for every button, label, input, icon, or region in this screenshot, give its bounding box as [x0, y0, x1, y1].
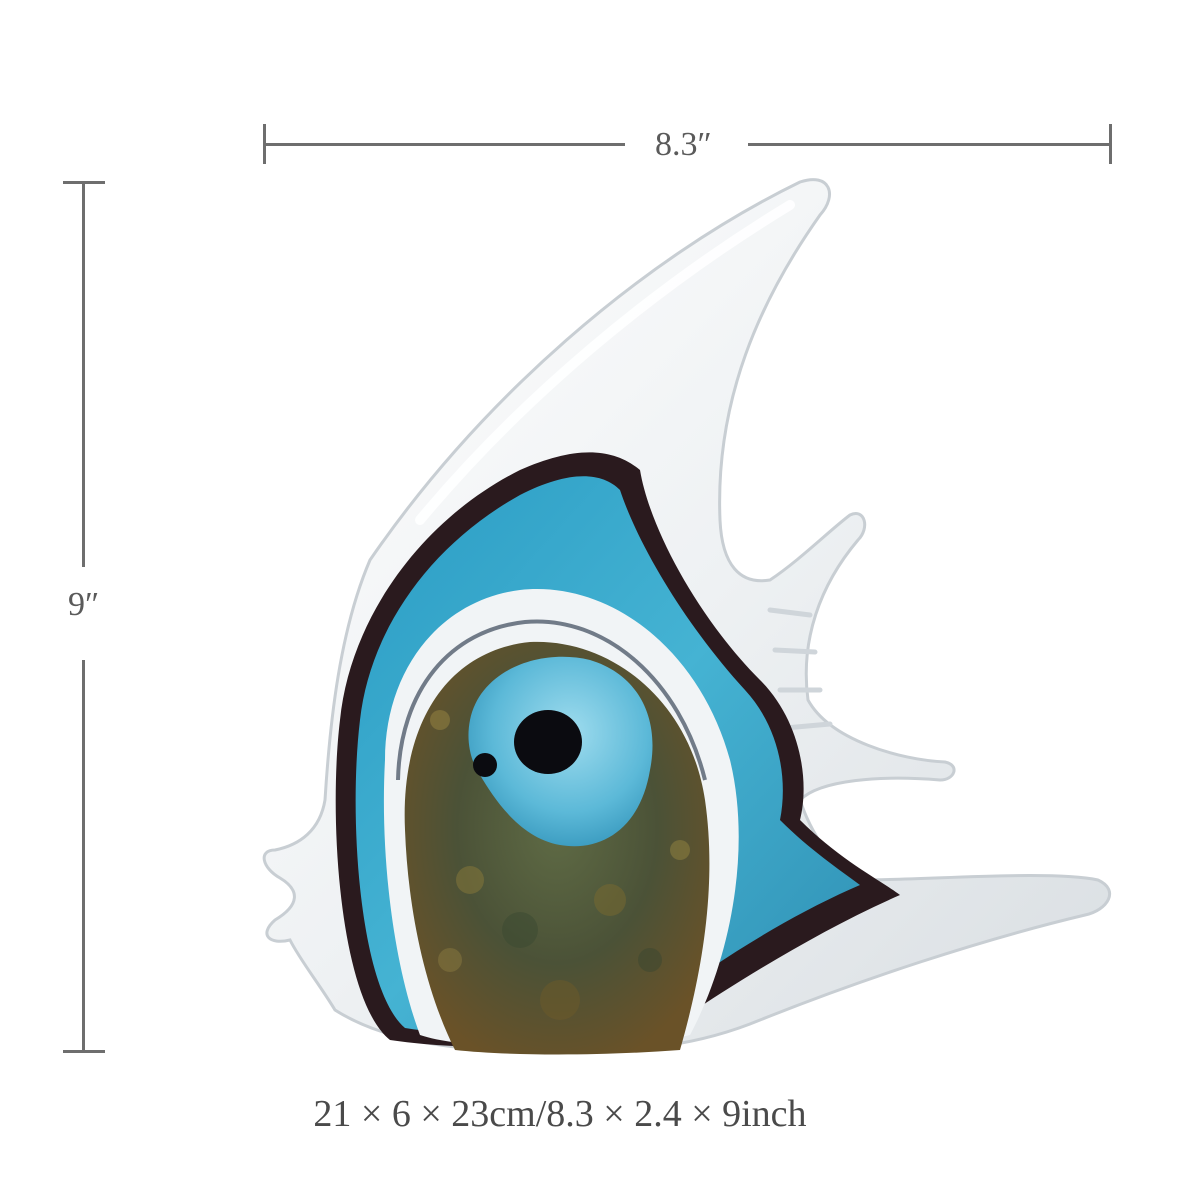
height-line-top	[82, 182, 85, 567]
width-line-right	[748, 143, 1111, 146]
width-tick-left	[263, 124, 266, 164]
height-line-bottom	[82, 660, 85, 1052]
eye-pupil	[514, 710, 582, 774]
height-label: 9″	[68, 586, 100, 623]
width-label: 8.3″	[655, 126, 712, 163]
ring-dark-line	[396, 619, 707, 781]
height-tick-bottom	[63, 1050, 105, 1053]
width-tick-right	[1109, 124, 1112, 164]
width-line-left	[265, 143, 625, 146]
fin-ridges	[767, 607, 833, 731]
eye-pupil-side	[473, 753, 497, 777]
dimension-caption: 21 × 6 × 23cm/8.3 × 2.4 × 9inch	[313, 1093, 807, 1135]
core-texture	[430, 678, 690, 1020]
height-tick-top	[63, 181, 105, 184]
